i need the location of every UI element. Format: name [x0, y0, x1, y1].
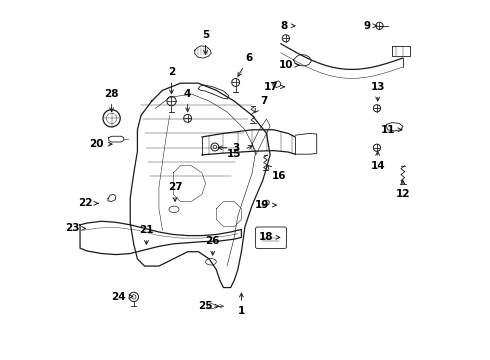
Text: 14: 14: [370, 152, 385, 171]
Text: 16: 16: [268, 165, 286, 181]
Text: 28: 28: [104, 89, 119, 112]
Text: 2: 2: [168, 67, 175, 94]
Text: 24: 24: [111, 292, 133, 302]
Text: 1: 1: [238, 293, 245, 316]
Text: 7: 7: [254, 96, 268, 112]
Text: 6: 6: [238, 53, 252, 76]
Text: 21: 21: [139, 225, 154, 244]
Text: 20: 20: [89, 139, 112, 149]
Text: 4: 4: [184, 89, 191, 112]
Text: 25: 25: [198, 301, 219, 311]
Text: 8: 8: [281, 21, 295, 31]
Text: 23: 23: [65, 224, 86, 233]
Text: 3: 3: [219, 143, 240, 153]
Text: 22: 22: [78, 198, 98, 208]
Text: 15: 15: [227, 146, 252, 159]
Text: 18: 18: [259, 232, 280, 242]
Text: 17: 17: [264, 82, 284, 92]
Text: 27: 27: [168, 182, 182, 201]
Text: 11: 11: [381, 125, 402, 135]
Text: 19: 19: [255, 200, 276, 210]
Text: 5: 5: [202, 30, 209, 54]
Text: 12: 12: [395, 180, 410, 199]
Text: 13: 13: [370, 82, 385, 101]
Text: 26: 26: [205, 236, 220, 255]
Text: 10: 10: [279, 60, 299, 70]
Text: 9: 9: [364, 21, 377, 31]
